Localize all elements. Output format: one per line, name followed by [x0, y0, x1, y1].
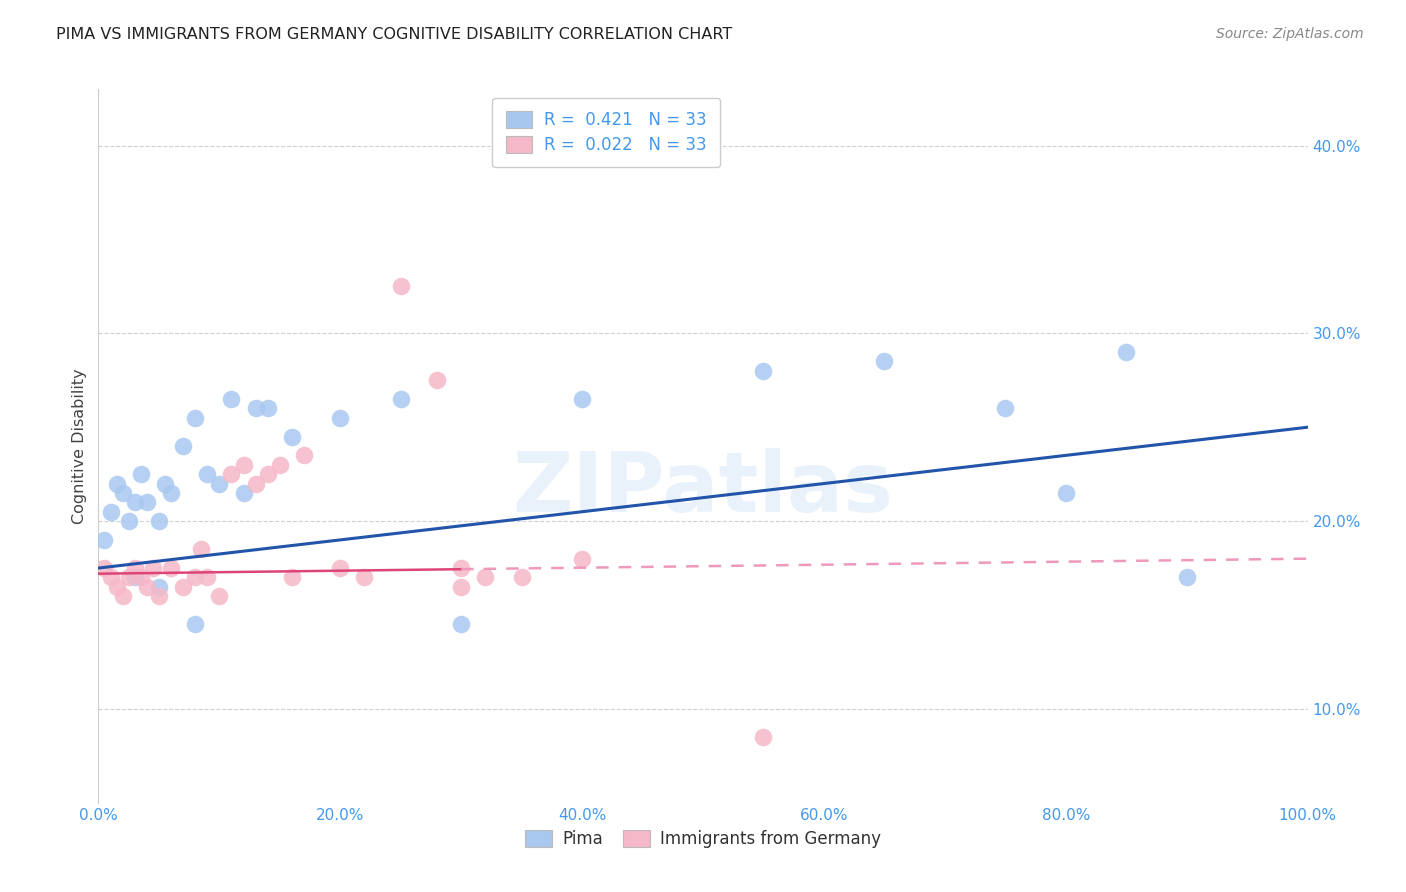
Point — [105, 580, 128, 594]
Point — [281, 429, 304, 443]
Point — [135, 495, 157, 509]
Point — [292, 449, 315, 463]
Point — [160, 486, 183, 500]
Point — [232, 458, 254, 472]
Point — [153, 476, 176, 491]
Point — [124, 570, 146, 584]
Point — [184, 617, 207, 632]
Point — [571, 392, 593, 406]
Text: Source: ZipAtlas.com: Source: ZipAtlas.com — [1216, 27, 1364, 41]
Point — [135, 580, 157, 594]
Point — [281, 570, 304, 584]
Point — [221, 392, 243, 406]
Point — [873, 354, 896, 368]
Point — [510, 570, 533, 584]
Point — [1115, 345, 1137, 359]
Point — [208, 476, 231, 491]
Point — [105, 476, 128, 491]
Point — [256, 467, 278, 482]
Point — [1175, 570, 1198, 584]
Point — [195, 467, 218, 482]
Point — [426, 373, 449, 387]
Point — [172, 580, 194, 594]
Point — [172, 439, 194, 453]
Point — [190, 542, 212, 557]
Point — [450, 617, 472, 632]
Point — [195, 570, 218, 584]
Point — [93, 561, 115, 575]
Point — [329, 561, 352, 575]
Point — [474, 570, 496, 584]
Point — [148, 514, 170, 528]
Point — [118, 570, 141, 584]
Point — [142, 561, 165, 575]
Point — [245, 401, 267, 416]
Point — [450, 580, 472, 594]
Legend: Pima, Immigrants from Germany: Pima, Immigrants from Germany — [519, 823, 887, 855]
Point — [111, 486, 134, 500]
Point — [221, 467, 243, 482]
Point — [148, 580, 170, 594]
Point — [1054, 486, 1077, 500]
Point — [184, 570, 207, 584]
Y-axis label: Cognitive Disability: Cognitive Disability — [72, 368, 87, 524]
Point — [93, 533, 115, 547]
Point — [148, 589, 170, 603]
Point — [994, 401, 1017, 416]
Point — [353, 570, 375, 584]
Point — [208, 589, 231, 603]
Point — [111, 589, 134, 603]
Point — [269, 458, 291, 472]
Point — [389, 392, 412, 406]
Point — [752, 364, 775, 378]
Point — [160, 561, 183, 575]
Point — [129, 467, 152, 482]
Point — [124, 495, 146, 509]
Point — [256, 401, 278, 416]
Point — [571, 551, 593, 566]
Point — [129, 570, 152, 584]
Point — [118, 514, 141, 528]
Text: ZIPatlas: ZIPatlas — [513, 449, 893, 529]
Point — [184, 410, 207, 425]
Point — [100, 505, 122, 519]
Point — [232, 486, 254, 500]
Point — [389, 279, 412, 293]
Point — [329, 410, 352, 425]
Point — [752, 730, 775, 744]
Point — [245, 476, 267, 491]
Point — [450, 561, 472, 575]
Point — [100, 570, 122, 584]
Text: PIMA VS IMMIGRANTS FROM GERMANY COGNITIVE DISABILITY CORRELATION CHART: PIMA VS IMMIGRANTS FROM GERMANY COGNITIV… — [56, 27, 733, 42]
Point — [124, 561, 146, 575]
